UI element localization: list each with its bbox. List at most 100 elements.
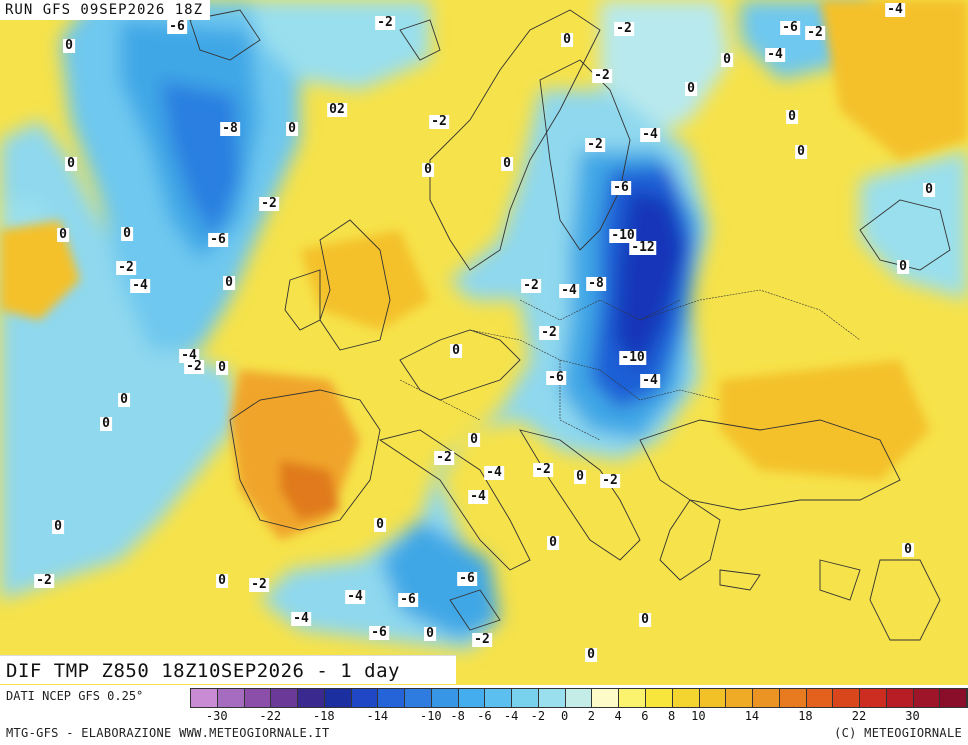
isoline-label: -4 [559, 283, 579, 298]
legend-tick-label: 2 [587, 709, 595, 723]
isoline-label: -6 [611, 180, 631, 195]
legend-tick-label: -14 [366, 709, 389, 723]
isoline-label: 0 [422, 162, 434, 177]
isoline-label: 0 [374, 517, 386, 532]
legend-tick-label: 18 [798, 709, 813, 723]
legend-swatch [833, 689, 861, 707]
isoline-label: -2 [539, 325, 559, 340]
isoline-label: -8 [586, 276, 606, 291]
legend-swatch [860, 689, 887, 707]
legend-tick-label: 6 [641, 709, 649, 723]
legend-swatch [592, 689, 620, 707]
isoline-label: -2 [429, 114, 449, 129]
isoline-label: 0 [639, 612, 651, 627]
legend-tick-label: -6 [477, 709, 492, 723]
data-source-label: DATI NCEP GFS 0.25° [6, 689, 144, 703]
legend-tick-label: 10 [691, 709, 706, 723]
isoline-label: -2 [805, 25, 825, 40]
legend-swatch [538, 689, 566, 707]
legend-swatch [646, 689, 673, 707]
isoline-label: 0 [923, 182, 935, 197]
isoline-label: 0 [223, 275, 235, 290]
legend-swatch [378, 689, 406, 707]
isoline-label: -4 [640, 373, 660, 388]
isoline-label: 0 [795, 144, 807, 159]
isoline-label: -6 [208, 232, 228, 247]
isoline-label: 0 [902, 542, 914, 557]
color-scale-ticks: -30 -22 -18 -14 -10 -8 -6 -4 -2 0 2 4 6 8 10 14 18 22 30 [190, 709, 966, 723]
legend-tick-label: -18 [312, 709, 335, 723]
legend-swatch [940, 689, 968, 707]
isoline-label: 0 [585, 647, 597, 662]
isoline-label: -2 [375, 15, 395, 30]
credit-elaboration: MTG-GFS - ELABORAZIONE WWW.METEOGIORNALE… [6, 726, 330, 740]
legend-swatch [565, 689, 593, 707]
isoline-label: 0 [100, 416, 112, 431]
color-scale-legend [190, 688, 968, 708]
legend-tick-label: -22 [259, 709, 282, 723]
isoline-label: 0 [286, 121, 298, 136]
legend-tick-label: -4 [503, 709, 519, 723]
legend-swatch [298, 689, 325, 707]
legend-swatch [244, 689, 272, 707]
isoline-label: 0 [685, 81, 697, 96]
legend-tick-label: -10 [419, 709, 442, 723]
legend-swatch [672, 689, 700, 707]
legend-swatch [191, 689, 218, 707]
isoline-label: -6 [369, 625, 389, 640]
isoline-label: -2 [472, 632, 492, 647]
isoline-label: 0 [424, 626, 436, 641]
isoline-label: -2 [34, 573, 54, 588]
legend-tick-label: 4 [614, 709, 622, 723]
isoline-label: 0 [52, 519, 64, 534]
isoline-label: 0 [65, 156, 77, 171]
isoline-label: -10 [609, 228, 637, 243]
legend-swatch [886, 689, 914, 707]
isoline-label: -6 [546, 370, 566, 385]
isoline-label: 0 [547, 535, 559, 550]
legend-swatch [699, 689, 727, 707]
isoline-label: -2 [521, 278, 541, 293]
isoline-label: -2 [259, 196, 279, 211]
map-footer: DATI NCEP GFS 0.25° -30 -22 -18 -14 -10 -8 -6-… [0, 685, 968, 745]
isoline-label: 0 [121, 226, 133, 241]
isoline-label: -8 [220, 121, 240, 136]
run-title: RUN GFS 09SEP2026 18Z [0, 0, 211, 20]
isoline-label: -2 [434, 450, 454, 465]
legend-swatch [806, 689, 834, 707]
legend-tick-label: -2 [530, 709, 546, 723]
map-field [0, 0, 968, 650]
isoline-label: 0 [57, 227, 69, 242]
temperature-difference-map: -6 -2 -2 -4 -6 -2 -4 0 0 -8 0 02 -2 -2 0… [0, 0, 968, 685]
legend-tick-label: 22 [851, 709, 867, 723]
legend-swatch [405, 689, 432, 707]
legend-swatch [753, 689, 780, 707]
legend-tick-label: 8 [668, 709, 676, 723]
legend-swatch [913, 689, 941, 707]
legend-tick-label: -8 [450, 709, 465, 723]
isoline-label: 0 [118, 392, 130, 407]
isoline-label: -10 [619, 350, 647, 365]
isoline-label: -4 [179, 348, 199, 363]
legend-swatch [485, 689, 513, 707]
credit-copyright: (C) METEOGIORNALE [834, 726, 962, 740]
isoline-label: -6 [398, 592, 418, 607]
legend-swatch [271, 689, 299, 707]
legend-swatch [726, 689, 754, 707]
isoline-label: -4 [291, 611, 311, 626]
isoline-label: -2 [600, 473, 620, 488]
isoline-label: -4 [130, 278, 150, 293]
legend-swatch [431, 689, 459, 707]
legend-swatch [351, 689, 379, 707]
legend-swatch [217, 689, 245, 707]
isoline-label: 0 [561, 32, 573, 47]
legend-tick-label: -30 [205, 709, 228, 723]
isoline-label: -2 [184, 359, 204, 374]
map-caption-box: DIF TMP Z850 18Z10SEP2026 - 1 day [0, 655, 456, 684]
isoline-label: 0 [574, 469, 586, 484]
isoline-label: 0 [468, 432, 480, 447]
isoline-label: -2 [592, 68, 612, 83]
isoline-label: -2 [249, 577, 269, 592]
legend-swatch [324, 689, 352, 707]
